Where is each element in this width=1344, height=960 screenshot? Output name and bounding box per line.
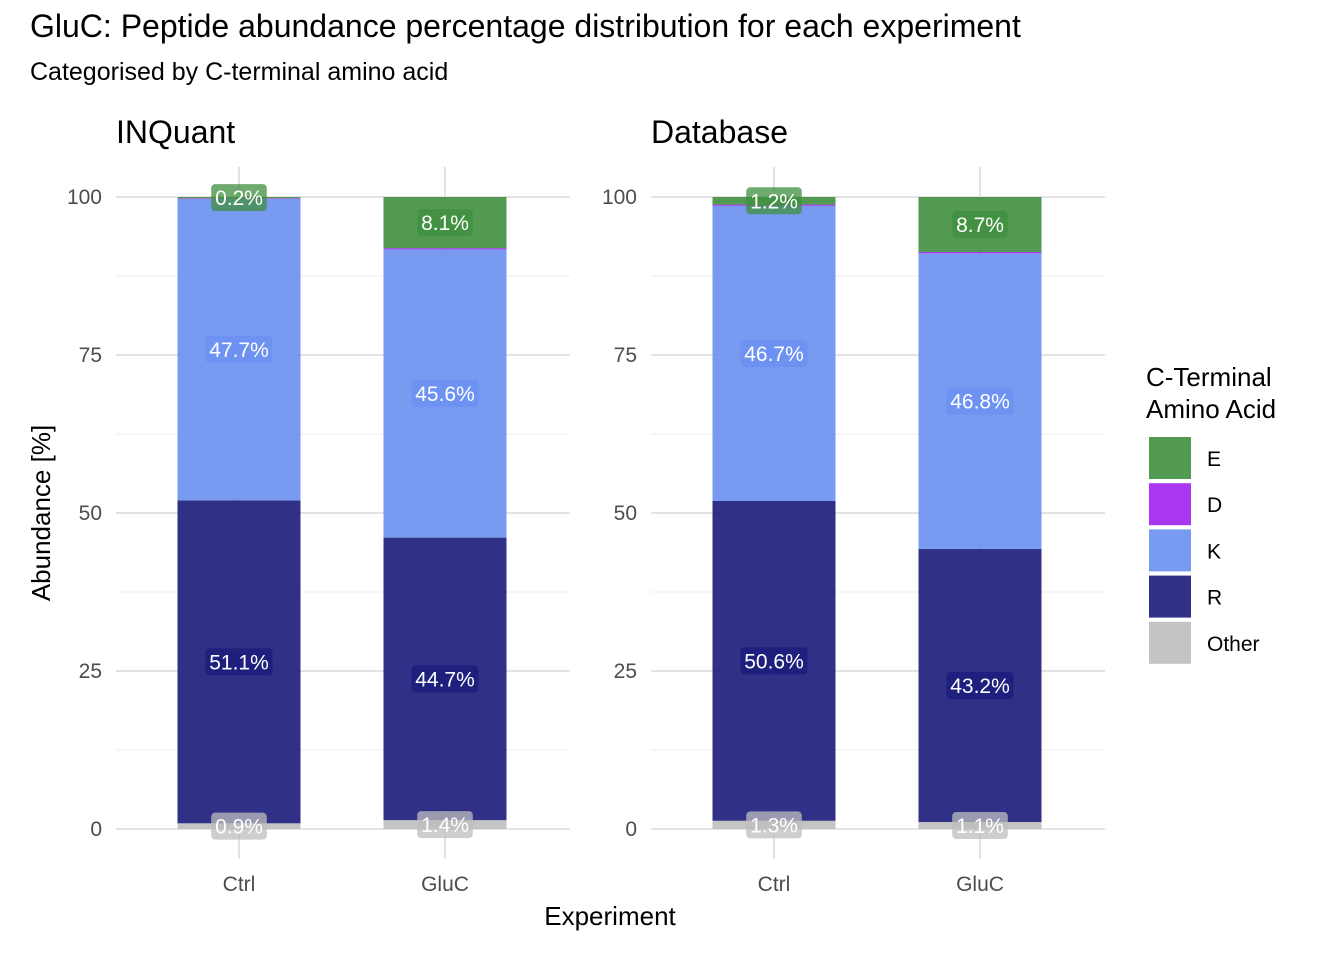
y-tick-label: 50 [79,502,102,525]
legend-key-e [1149,437,1191,479]
facet-title: Database [651,114,788,150]
y-tick-label: 75 [79,344,102,367]
legend-label-other: Other [1207,633,1260,656]
data-label-background [211,812,267,840]
chart-title: GluC: Peptide abundance percentage distr… [30,8,1021,44]
legend-key-other [1149,621,1191,664]
data-label-background [946,387,1014,415]
y-tick-label: 25 [614,660,637,683]
data-label-e: 0.2% [215,187,263,210]
legend-key-d [1149,483,1191,526]
data-label-background [205,648,273,676]
data-label-background [417,811,473,839]
x-axis-title: Experiment [544,901,676,931]
data-label-background [740,339,808,367]
data-label-background [746,187,802,215]
y-tick-label: 100 [67,186,102,209]
y-tick-label: 75 [614,344,637,367]
facet-title: INQuant [116,114,235,150]
y-tick-label: 50 [614,502,637,525]
chart-subtitle: Categorised by C-terminal amino acid [30,58,449,86]
legend-label-k: K [1207,540,1221,563]
data-label-other: 1.3% [750,814,798,837]
data-label-e: 8.7% [956,214,1004,237]
y-tick-label: 0 [625,818,637,841]
data-label-k: 46.8% [950,391,1010,414]
data-label-r: 50.6% [744,650,804,673]
y-tick-label: 100 [602,186,637,209]
y-tick-label: 0 [90,818,102,841]
legend-label-r: R [1207,587,1222,610]
data-label-k: 47.7% [209,339,269,362]
data-label-background [952,812,1008,840]
data-label-e: 8.1% [421,212,469,235]
data-label-background [946,672,1014,700]
data-label-k: 46.7% [744,343,804,366]
data-label-background [417,209,473,237]
data-label-k: 45.6% [415,383,475,406]
legend-key-r [1149,575,1191,618]
x-tick-label: Ctrl [223,873,256,896]
legend-key-k [1149,529,1191,572]
data-label-background [411,665,479,693]
bar-segment-d-gluc [918,251,1042,254]
data-label-r: 51.1% [209,651,269,674]
y-tick-label: 25 [79,660,102,683]
bar-segment-d-gluc [383,248,507,250]
data-label-e: 1.2% [750,190,798,213]
x-tick-label: GluC [421,873,469,896]
data-label-background [211,184,267,212]
data-label-other: 1.1% [956,815,1004,838]
legend: C-Terminal Amino Acid EDK R Other [1146,362,1276,664]
legend-title-line2: Amino Acid [1146,394,1276,424]
data-label-background [740,647,808,675]
facet-inquant: INQuant 0 25 50 75 100 Ctrl GluC 0.9% 51.1% 47.7% 0… [67,114,570,896]
data-label-background [411,380,479,408]
x-tick-label: Ctrl [758,873,791,896]
data-label-r: 44.7% [415,668,475,691]
data-label-other: 1.4% [421,814,469,837]
legend-label-d: D [1207,494,1222,517]
data-label-background [205,336,273,364]
legend-label-e: E [1207,448,1221,471]
x-tick-label: GluC [956,873,1004,896]
data-label-background [746,811,802,839]
data-label-other: 0.9% [215,816,263,839]
data-label-r: 43.2% [950,675,1010,698]
y-axis-title: Abundance [%] [26,425,56,601]
data-label-background [952,210,1008,238]
legend-title-line1: C-Terminal [1146,362,1272,392]
facet-database: Database 0 25 50 75 100 Ctrl GluC 1.3% 50.6% 46.7%… [602,114,1105,896]
